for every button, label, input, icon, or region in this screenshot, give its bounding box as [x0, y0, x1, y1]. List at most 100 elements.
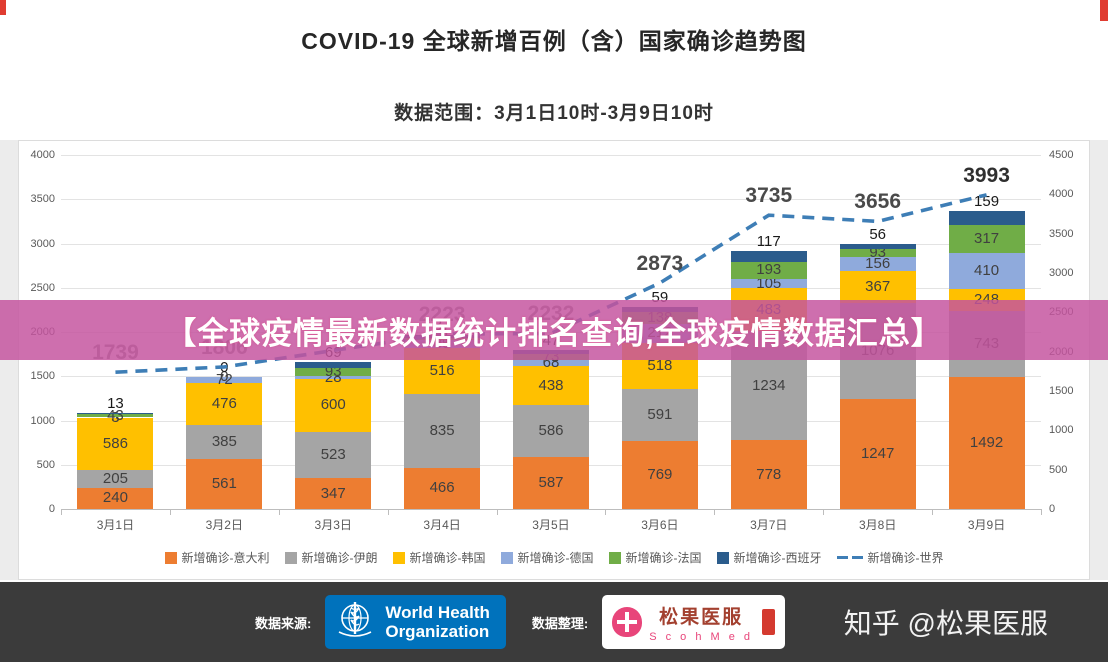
y-axis-label-left: 3500: [30, 193, 55, 206]
y-axis-label-left: 2500: [30, 281, 55, 294]
legend-label: 新增确诊-法国: [625, 551, 702, 565]
x-axis-label: 3月7日: [750, 518, 788, 532]
watermark-banner: 【全球疫情最新数据统计排名查询,全球疫情数据汇总】: [0, 300, 1108, 360]
bar-segment: [730, 278, 807, 289]
gridline: [61, 287, 1041, 289]
left-margin-strip: [0, 140, 18, 580]
x-axis-label: 3月1日: [96, 518, 135, 532]
bar-segment-label: 156: [865, 255, 891, 273]
bar-segment: [513, 366, 589, 406]
y-axis-label-right: 4000: [1049, 188, 1074, 201]
bar-segment: [730, 251, 807, 262]
scohmed-logo-text: 松果医服 S c o h M e d: [649, 602, 753, 643]
pinecone-medical-icon: [612, 607, 643, 637]
y-axis-label-right: 1000: [1049, 424, 1074, 437]
x-axis-label: 3月8日: [858, 518, 897, 532]
legend-item: 新增确诊-世界: [836, 549, 944, 566]
bar-segment-label: 317: [974, 229, 1000, 247]
data-source-label: 数据来源:: [255, 615, 312, 631]
bar-segment: [513, 457, 589, 509]
legend-swatch: [392, 551, 405, 564]
legend-label: 新增确诊-伊朗: [301, 551, 378, 565]
trend-point-label: 3993: [963, 163, 1010, 187]
who-emblem-icon: [333, 598, 377, 647]
trend-point-label: 2873: [636, 251, 684, 275]
scohmed-name: 松果医服: [659, 606, 744, 628]
chart-title: COVID-19 全球新增百例（含）国家确诊趋势图: [301, 28, 807, 54]
legend-item: 新增确诊-西班牙: [716, 549, 822, 566]
legend-swatch: [500, 551, 513, 564]
bar-segment: [839, 270, 916, 304]
who-logo-line1: World Health: [385, 603, 490, 622]
bar-segment-label: 240: [102, 489, 128, 507]
legend-item: 新增确诊-伊朗: [284, 549, 378, 566]
gridline: [61, 243, 1041, 245]
bar-segment-label: 1234: [752, 376, 786, 394]
x-axis-tick: [823, 509, 825, 515]
legend-label: 新增确诊-韩国: [409, 551, 486, 565]
x-axis-tick: [387, 509, 389, 515]
who-logo-line2: Organization: [385, 622, 490, 641]
bar-segment: [295, 376, 372, 379]
bar-segment-label: 43: [107, 406, 124, 424]
bar-segment-label: 13: [107, 394, 124, 412]
x-axis-label: 3月5日: [532, 518, 570, 532]
bar-segment: [77, 487, 154, 509]
bar-segment: [621, 388, 698, 441]
bar-segment-label: 385: [211, 433, 237, 451]
y-axis-label-left: 0: [48, 503, 55, 515]
legend-swatch: [164, 551, 177, 564]
bar-segment: [295, 432, 372, 479]
red-corner-mark-right: [1100, 0, 1108, 21]
gridline: [61, 155, 1041, 156]
x-axis-label: 3月3日: [314, 518, 352, 532]
x-axis-tick: [932, 509, 934, 515]
bar-segment-label: 56: [869, 225, 886, 243]
watermark-text: 【全球疫情最新数据统计排名查询,全球疫情数据汇总】: [165, 315, 943, 351]
x-axis-tick: [1041, 509, 1042, 515]
bar-segment: [839, 398, 916, 509]
bar-segment: [404, 467, 481, 509]
red-tag: [762, 609, 776, 635]
x-axis-tick: [714, 509, 716, 515]
legend: 新增确诊-意大利 新增确诊-伊朗 新增确诊-韩国 新增确诊-德国 新增确诊-法国 新增确诊…: [19, 549, 1089, 566]
bar-segment-label: 193: [756, 261, 782, 279]
bar-segment-label: 0: [220, 367, 229, 385]
bar-segment-label: 587: [538, 474, 564, 492]
bar-segment-label: 523: [320, 446, 346, 464]
legend-item: 新增确诊-法国: [608, 549, 702, 566]
bar-segment-label: 561: [211, 475, 237, 493]
page-header: COVID-19 全球新增百例（含）国家确诊趋势图 数据范围：3月1日10时-3…: [0, 0, 1108, 125]
bar-segment: [295, 478, 372, 509]
bar-segment-label: 769: [647, 465, 673, 483]
trend-point-label: 3656: [854, 190, 902, 214]
bar-segment: [295, 378, 372, 432]
legend-item: 新增确诊-韩国: [392, 549, 486, 566]
bar-segment-label: 586: [102, 434, 128, 452]
legend-item: 新增确诊-意大利: [164, 549, 270, 566]
zhihu-credit: 知乎 @松果医服: [843, 608, 1048, 639]
bar-segment: [948, 224, 1025, 253]
bar-segment: [948, 376, 1025, 509]
bar-segment-label: 778: [756, 465, 782, 483]
data-curation-label: 数据整理:: [531, 615, 589, 631]
legend-label: 新增确诊-西班牙: [733, 551, 822, 565]
gridline: [61, 199, 1041, 201]
who-logo: World Health Organization: [325, 595, 506, 649]
bar-segment: [77, 412, 154, 414]
y-axis-label-left: 3000: [30, 237, 55, 250]
y-axis-label-left: 1500: [30, 370, 55, 383]
y-axis-label-right: 3000: [1049, 267, 1074, 279]
y-axis-label-left: 1000: [30, 414, 55, 427]
red-corner-mark-left: [0, 0, 6, 15]
bar-segment-label: 410: [974, 262, 1000, 280]
bar-segment: [186, 459, 263, 509]
world-trend-line: [115, 193, 987, 374]
x-axis-label: 3月2日: [205, 518, 243, 532]
y-axis-label-right: 4500: [1049, 149, 1074, 161]
y-axis-label-right: 0: [1049, 503, 1056, 515]
bar-segment: [77, 469, 154, 488]
bar-segment-label: 1247: [860, 444, 895, 462]
legend-swatch: [608, 551, 621, 564]
legend-label: 新增确诊-世界: [867, 551, 944, 565]
